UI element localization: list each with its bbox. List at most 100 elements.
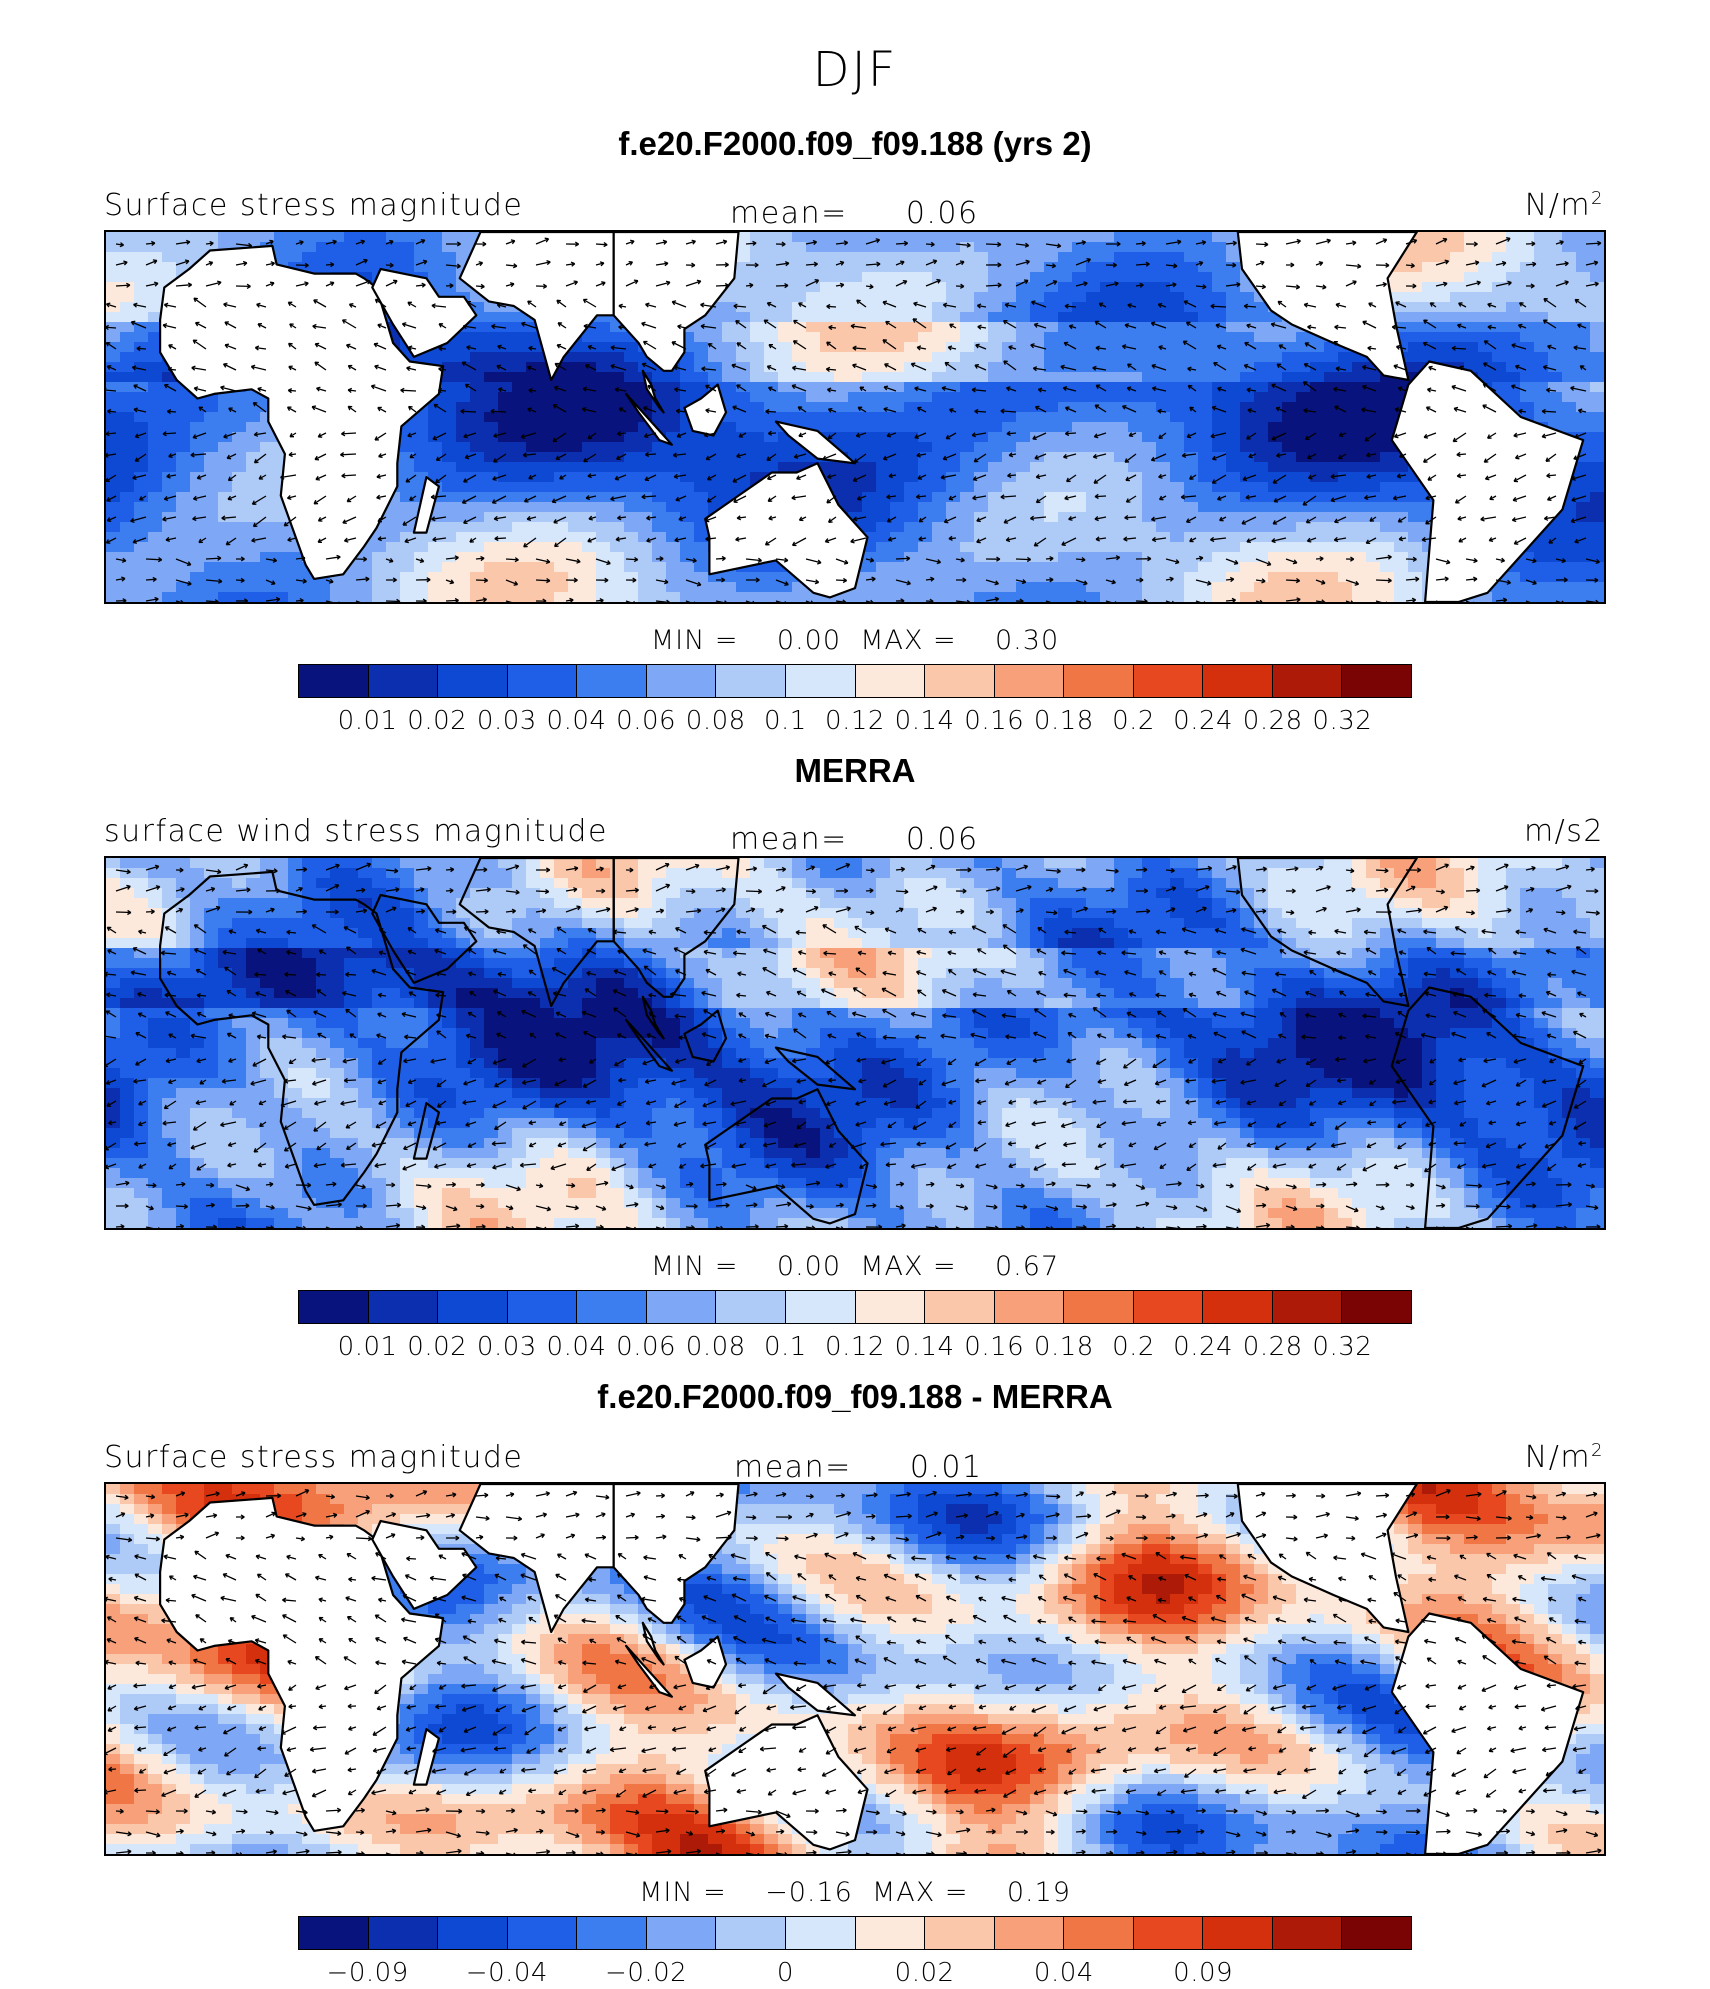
colorbar-tick-label: −0.04 [465, 1958, 548, 1988]
colorbar-swatch [785, 1291, 856, 1323]
panel-1-minmax: MIN = 0.00 MAX = 0.30 [650, 625, 1060, 656]
colorbar-swatch [1342, 1291, 1411, 1323]
colorbar-swatch [438, 1291, 508, 1323]
stress-vectors [106, 862, 1601, 1228]
colorbar-swatch [994, 1291, 1065, 1323]
panel-1-mean: mean= 0.06 [730, 196, 979, 231]
colorbar-swatch [1272, 1917, 1343, 1949]
colorbar-swatch [925, 1291, 995, 1323]
colorbar-tick-label: 0.1 [763, 1332, 807, 1362]
colorbar-swatch [1342, 665, 1411, 697]
panel-1-mean-value: 0.06 [905, 196, 979, 231]
panel-3-colorbar-ticks: −0.09 −0.04 −0.02 0 0.02 0.04 0.09 [298, 1958, 1412, 1988]
panel-2-title: MERRA [794, 752, 916, 789]
colorbar-swatch [1203, 1917, 1273, 1949]
colorbar-swatch [785, 665, 856, 697]
colorbar-swatch [1272, 1291, 1343, 1323]
panel-1-variable: Surface stress magnitude [104, 188, 524, 223]
colorbar-tick-label: 0.1 [763, 706, 807, 736]
panel-2-minmax: MIN = 0.00 MAX = 0.67 [650, 1251, 1060, 1282]
colorbar-tick-label: 0.32 [1312, 1332, 1373, 1362]
colorbar-swatch [507, 1291, 578, 1323]
colorbar-swatch [1272, 665, 1343, 697]
colorbar-swatch [1064, 1291, 1134, 1323]
panel-2-field [106, 858, 1604, 1228]
panel-3-mean-value: 0.01 [909, 1450, 983, 1485]
colorbar-swatch [994, 1917, 1065, 1949]
colorbar-tick-label: 0.01 [337, 1332, 398, 1362]
colorbar-tick-label: 0.12 [825, 1332, 885, 1362]
panel-1-colorbar-ticks: 0.01 0.02 0.03 0.04 0.06 0.08 0.1 0.12 0.14 0.16 0… [298, 706, 1412, 736]
colorbar-tick-label: 0.03 [476, 1332, 537, 1362]
colorbar-swatch [1133, 665, 1204, 697]
colorbar-tick-label: 0.28 [1242, 706, 1303, 736]
colorbar-swatch [855, 1291, 926, 1323]
colorbar-tick-label: 0.04 [1033, 1958, 1094, 1988]
coastlines [159, 1484, 1585, 1854]
colorbar-swatch [577, 665, 647, 697]
coastlines [159, 232, 1585, 602]
colorbar-tick-label: 0.09 [1173, 1958, 1234, 1988]
colorbar-swatch [994, 665, 1065, 697]
figure-suptitle: DJF [812, 42, 898, 98]
panel-1-map [104, 230, 1606, 604]
panel-2-colorbar-ticks: 0.01 0.02 0.03 0.04 0.06 0.08 0.1 0.12 0.14 0.16 0… [298, 1332, 1412, 1362]
colorbar-swatch [368, 1291, 439, 1323]
colorbar-swatch [577, 1917, 647, 1949]
panel-3-minmax: MIN = −0.16 MAX = 0.19 [639, 1877, 1071, 1908]
stress-vectors [106, 1489, 1602, 1854]
panel-2-mean: mean= 0.06 [730, 822, 979, 857]
colorbar-swatch [925, 665, 995, 697]
colorbar-swatch [1064, 665, 1134, 697]
colorbar-tick-label: 0.24 [1173, 706, 1234, 736]
colorbar-tick-label: 0.02 [407, 706, 468, 736]
colorbar-tick-label: 0.08 [685, 1332, 746, 1362]
colorbar-swatch [855, 1917, 926, 1949]
colorbar-swatch [646, 1291, 717, 1323]
colorbar-swatch [716, 1291, 786, 1323]
colorbar-swatch [438, 665, 508, 697]
colorbar-tick-label: −0.09 [326, 1958, 409, 1988]
field-cells [106, 858, 1604, 1228]
colorbar-tick-label: 0.18 [1033, 706, 1094, 736]
colorbar-swatch [438, 1917, 508, 1949]
colorbar-swatch [1203, 1291, 1273, 1323]
panel-1-title: f.e20.F2000.f09_f09.188 (yrs 2) [618, 125, 1092, 162]
panel-3-map [104, 1482, 1606, 1856]
colorbar-tick-label: 0.14 [894, 706, 955, 736]
colorbar-tick-label: 0.04 [546, 706, 607, 736]
colorbar-swatch [507, 665, 578, 697]
colorbar-swatch [1133, 1917, 1204, 1949]
colorbar-tick-label: 0.14 [894, 1332, 955, 1362]
colorbar-swatch [716, 665, 786, 697]
colorbar-tick-label: 0.2 [1112, 1332, 1155, 1362]
colorbar-tick-label: 0.32 [1312, 706, 1373, 736]
colorbar-tick-label: 0.16 [964, 706, 1025, 736]
colorbar-tick-label: 0.2 [1112, 706, 1155, 736]
colorbar-swatch [1203, 665, 1273, 697]
panel-3-mean: mean= 0.01 [734, 1450, 983, 1485]
panel-1-units: N/m2 [1524, 188, 1604, 223]
panel-3-variable: Surface stress magnitude [104, 1440, 524, 1475]
colorbar-tick-label: 0.08 [685, 706, 746, 736]
colorbar-tick-label: 0.12 [825, 706, 885, 736]
colorbar-tick-label: 0.01 [337, 706, 398, 736]
colorbar-tick-label: 0.16 [964, 1332, 1025, 1362]
panel-3-units: N/m2 [1524, 1440, 1604, 1475]
colorbar-swatch [507, 1917, 578, 1949]
colorbar-swatch [1133, 1291, 1204, 1323]
panel-2-mean-label: mean= [730, 822, 848, 857]
panel-1-colorbar [298, 664, 1412, 698]
colorbar-swatch [785, 1917, 856, 1949]
colorbar-swatch [646, 1917, 717, 1949]
colorbar-tick-label: 0.04 [546, 1332, 607, 1362]
stress-vectors [106, 237, 1602, 602]
panel-3-mean-label: mean= [734, 1450, 852, 1485]
panel-1-mean-label: mean= [730, 196, 848, 231]
colorbar-swatch [646, 665, 717, 697]
colorbar-swatch [368, 665, 439, 697]
colorbar-tick-label: 0.06 [616, 1332, 677, 1362]
colorbar-swatch [855, 665, 926, 697]
panel-2-mean-value: 0.06 [905, 822, 979, 857]
colorbar-tick-label: 0.02 [407, 1332, 468, 1362]
